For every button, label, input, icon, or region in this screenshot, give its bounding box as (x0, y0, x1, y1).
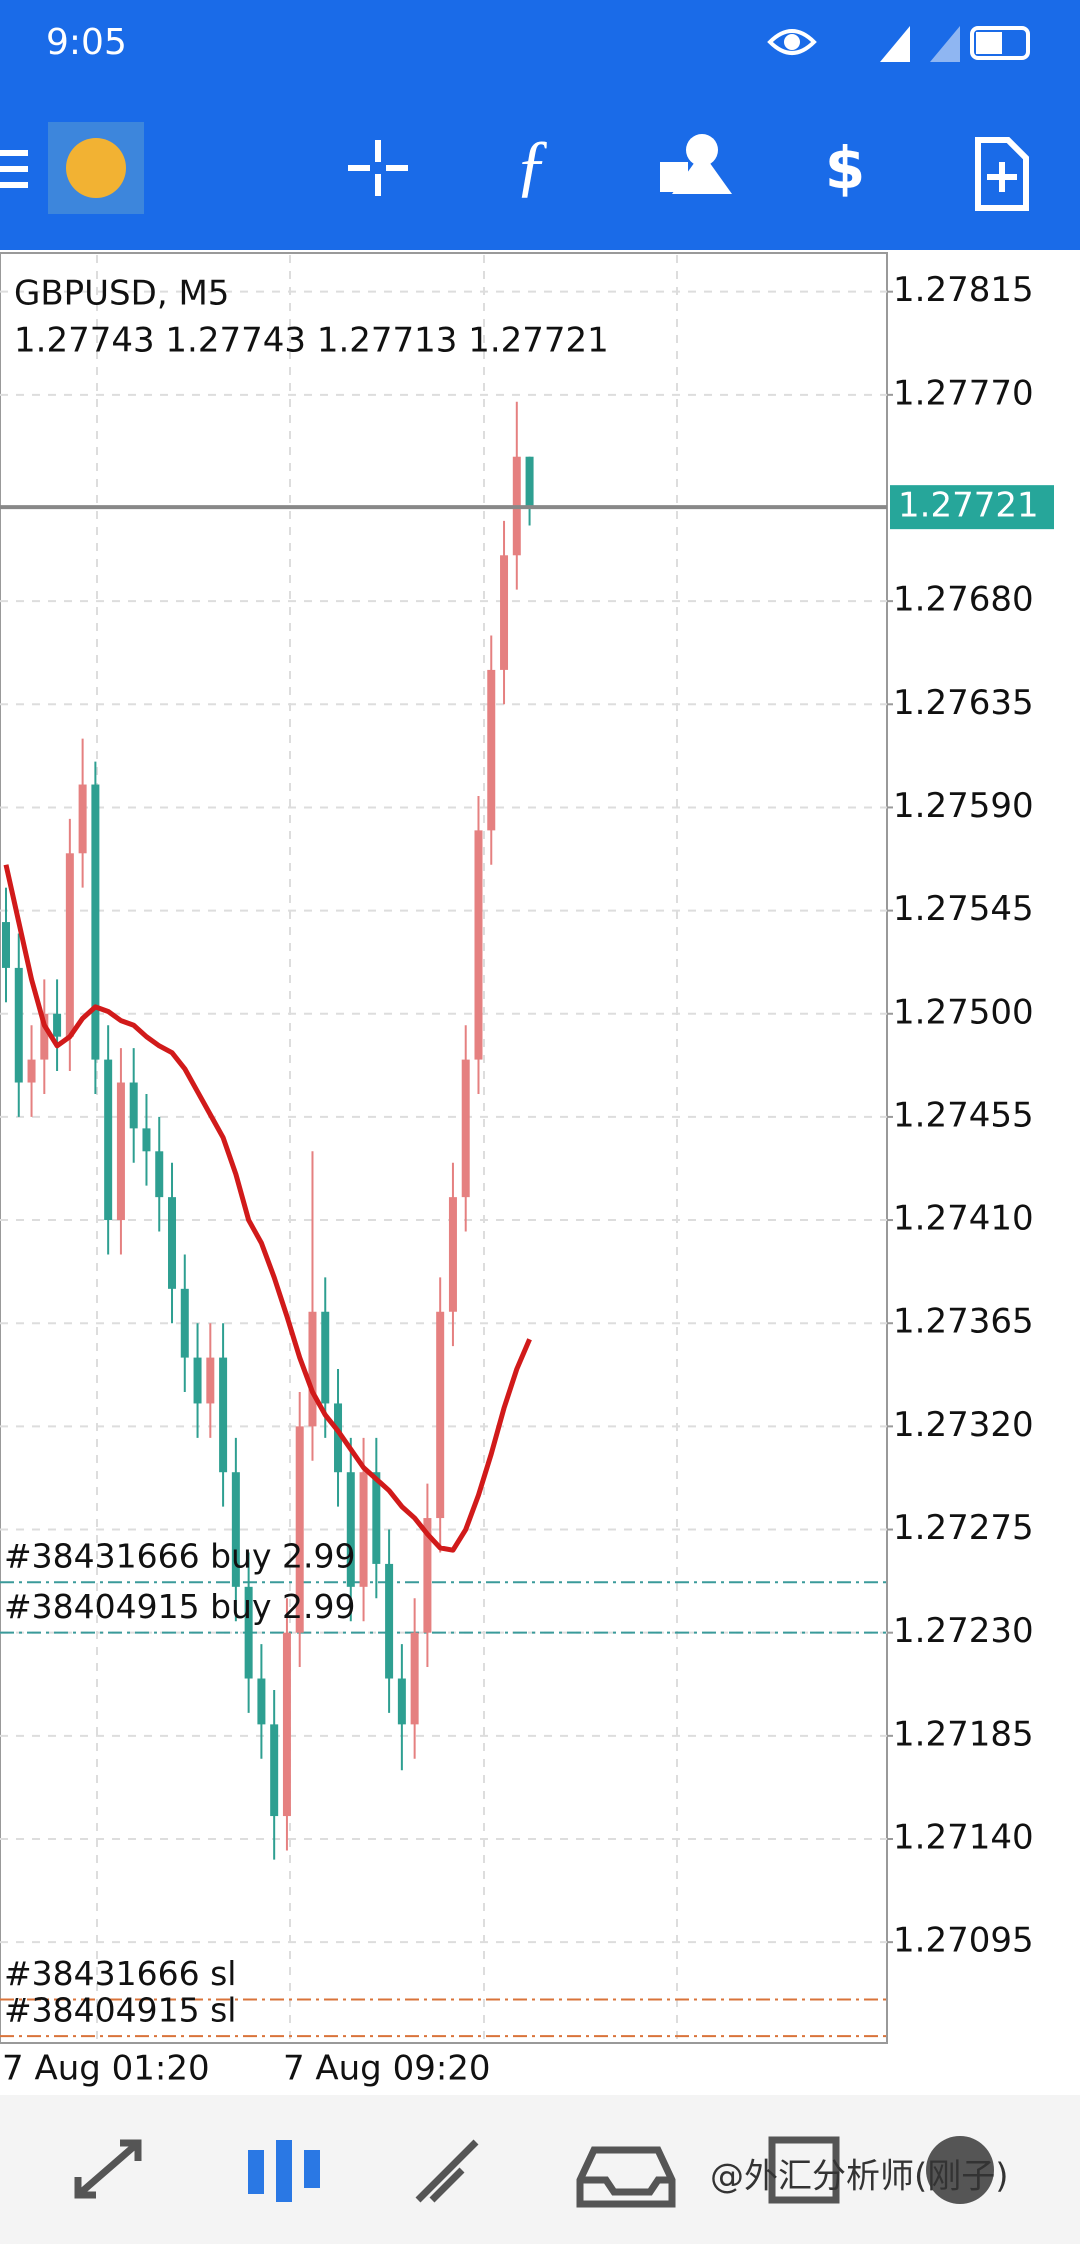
candle-body (244, 1586, 253, 1679)
candle-body (474, 830, 483, 1060)
candle-body (231, 1472, 240, 1587)
candle-body (53, 1013, 62, 1037)
candle-body (104, 1059, 113, 1221)
order-label: #38404915 buy 2.99 (4, 1587, 355, 1626)
y-tick-label: 1.27320 (893, 1405, 1034, 1445)
candle-body (219, 1357, 228, 1473)
candle-body (282, 1632, 291, 1817)
candle-body (487, 669, 496, 831)
plot-frame (0, 252, 888, 2044)
last-price-tag (890, 485, 1054, 530)
y-tick-label: 1.27500 (893, 992, 1034, 1032)
candle-body (257, 1678, 266, 1725)
toolbar: ƒ $ (0, 122, 1029, 214)
candle-body (168, 1197, 177, 1289)
candle-body (385, 1563, 394, 1679)
nav-history[interactable] (576, 2146, 676, 2208)
y-tick-label: 1.27095 (893, 1921, 1034, 1961)
candle-body (372, 1472, 381, 1564)
candle-body (461, 1059, 470, 1198)
nav-news[interactable] (768, 2136, 840, 2204)
crosshair-button[interactable] (348, 140, 408, 196)
order-label: #38431666 buy 2.99 (4, 1537, 355, 1576)
candle-body (65, 853, 74, 1037)
bottom-nav-icons (74, 2136, 994, 2208)
candle-body (2, 922, 10, 968)
nav-trade[interactable] (415, 2139, 479, 2203)
candle-body (448, 1197, 457, 1312)
candle-body (180, 1288, 189, 1358)
y-tick-label: 1.27185 (893, 1714, 1034, 1754)
status-time: 9:05 (46, 22, 127, 63)
candle-body (206, 1357, 215, 1404)
y-tick-label: 1.27770 (893, 373, 1034, 413)
nav-quotes[interactable] (74, 2139, 142, 2199)
new-order-button[interactable] (975, 137, 1029, 211)
candle-body (525, 456, 534, 508)
candle-body (346, 1472, 355, 1587)
candle-body (129, 1082, 138, 1129)
candle-body (116, 1082, 125, 1221)
candle-body (14, 967, 23, 1083)
candle-body (142, 1128, 151, 1152)
candle-body (500, 555, 509, 670)
x-tick-label: 7 Aug 01:20 (2, 2049, 210, 2089)
candle-body (359, 1472, 368, 1587)
y-tick-label: 1.27815 (893, 270, 1034, 310)
candle-body (78, 784, 87, 854)
candle-body (193, 1357, 202, 1404)
stop-loss-label: #38431666 sl (4, 1954, 236, 1993)
y-tick-label: 1.27635 (893, 683, 1034, 723)
candle-body (40, 1013, 49, 1060)
candle-body (334, 1403, 343, 1473)
candle-body (436, 1311, 445, 1519)
app-header (0, 0, 1080, 250)
candle-body (308, 1311, 317, 1427)
y-tick-label: 1.27590 (893, 786, 1034, 826)
stop-loss-label: #38404915 sl (4, 1991, 236, 2030)
chart-title: GBPUSD, M5 (14, 274, 229, 314)
y-tick-label: 1.27230 (893, 1611, 1034, 1651)
candle-body (27, 1059, 36, 1083)
moving-average (3, 864, 532, 1553)
y-tick-label: 1.27365 (893, 1302, 1034, 1342)
bottom-nav (0, 2095, 1080, 2244)
candle-body (155, 1151, 164, 1198)
x-tick-label: 7 Aug 09:20 (283, 2049, 491, 2089)
objects-button[interactable] (660, 134, 732, 194)
nav-chart[interactable] (248, 2140, 320, 2202)
y-tick-label: 1.27455 (893, 1095, 1034, 1135)
candle-body (295, 1426, 304, 1633)
candle-body (270, 1724, 279, 1817)
candle-body (397, 1678, 406, 1725)
y-tick-label: 1.27680 (893, 580, 1034, 620)
last-price-label: 1.27721 (898, 486, 1039, 526)
indicators-button[interactable]: ƒ (515, 127, 550, 204)
candle-body (410, 1632, 419, 1725)
app-logo-mark (66, 138, 126, 198)
status-icons (767, 26, 1030, 62)
plot (0, 255, 887, 2043)
watermark: @外汇分析师(刚子) (710, 2157, 1009, 2197)
candle-body (423, 1518, 432, 1633)
nav-profile[interactable] (926, 2136, 994, 2204)
y-tick-label: 1.27140 (893, 1817, 1034, 1857)
candle-body (321, 1311, 330, 1404)
y-tick-label: 1.27545 (893, 889, 1034, 929)
y-tick-label: 1.27275 (893, 1508, 1034, 1548)
trade-button[interactable]: $ (825, 134, 865, 202)
ohlc-readout: 1.27743 1.27743 1.27713 1.27721 (14, 321, 609, 361)
menu-button[interactable] (0, 150, 28, 188)
candle-body (91, 784, 100, 1060)
y-tick-label: 1.27410 (893, 1199, 1034, 1239)
